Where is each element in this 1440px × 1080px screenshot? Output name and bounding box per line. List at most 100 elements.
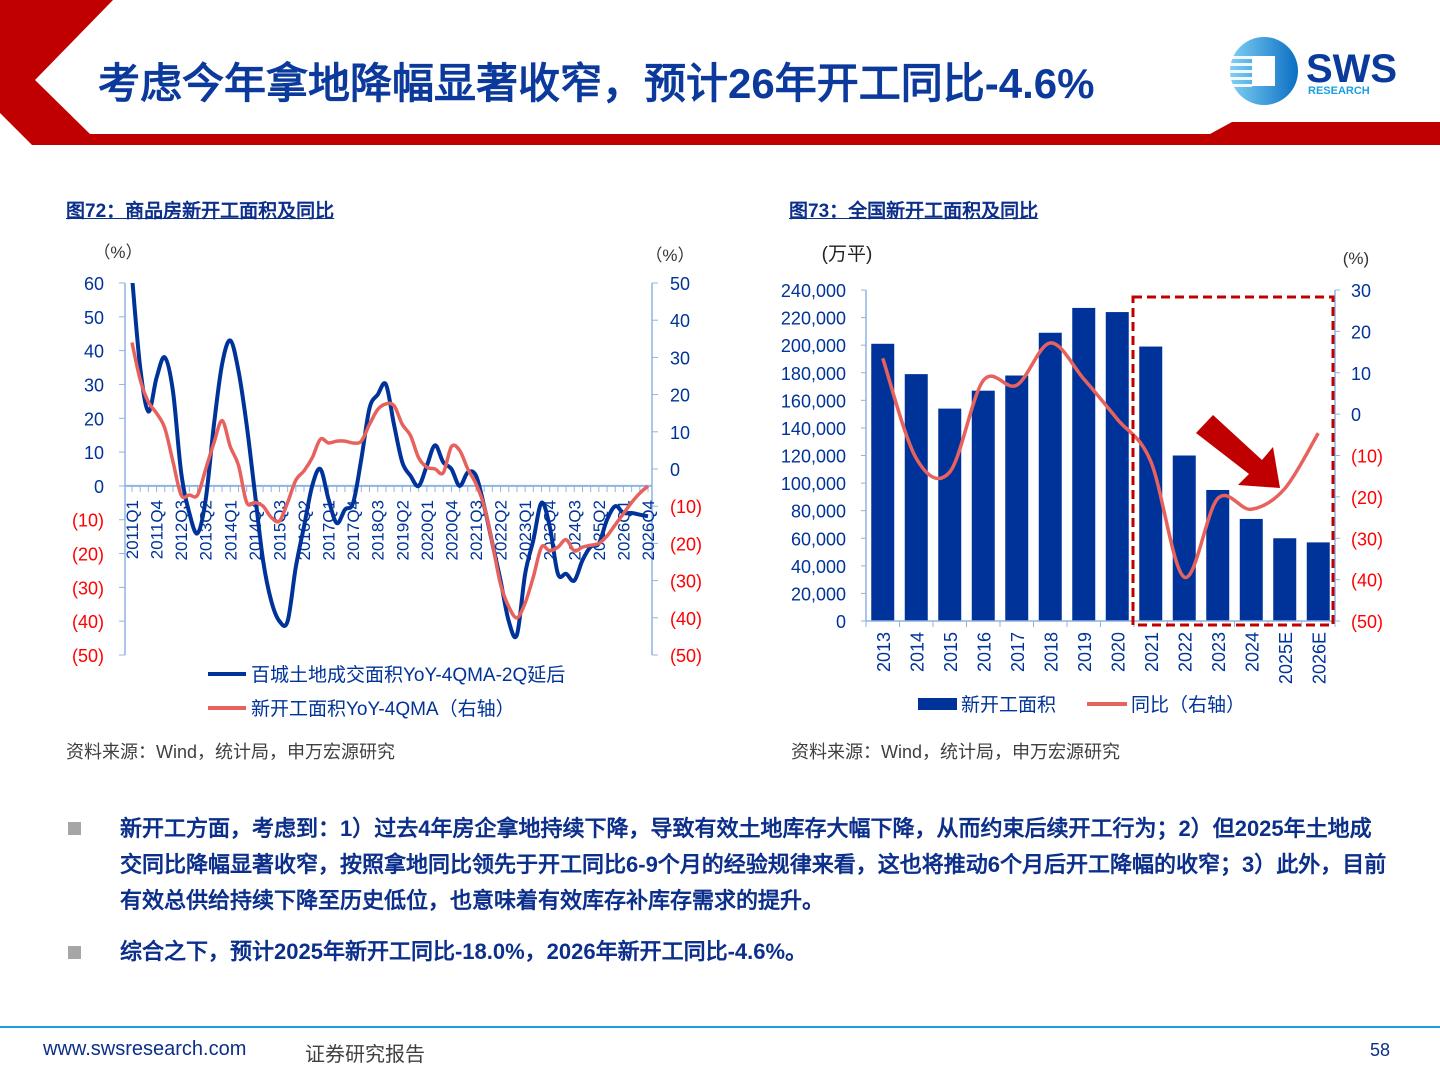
x-tick-label: 2011Q1 (123, 500, 142, 559)
x-tick-label: 2020Q1 (418, 500, 437, 561)
left-axis-unit: （%） (93, 243, 142, 262)
right-tick-label: (20) (670, 534, 702, 554)
right-tick-label: 50 (670, 274, 690, 294)
left-tick-label: 80,000 (791, 502, 846, 522)
bar-2025E (1273, 538, 1297, 621)
right-tick-label: 20 (1351, 322, 1371, 342)
left-tick-label: 240,000 (781, 281, 846, 301)
right-tick-label: 30 (1351, 281, 1371, 301)
figure-72-source: 资料来源：Wind，统计局，申万宏源研究 (66, 742, 396, 762)
left-tick-label: 60,000 (791, 529, 846, 549)
x-category-label: 2015 (941, 632, 961, 672)
x-tick-label: 2012Q3 (172, 500, 191, 561)
bullet-square-icon (68, 822, 81, 835)
x-category-label: 2016 (974, 632, 994, 672)
left-tick-label: 200,000 (781, 336, 846, 356)
x-tick-label: 2011Q4 (148, 500, 167, 559)
bullet-square-icon (68, 946, 81, 959)
x-tick-label: 2025Q2 (590, 500, 609, 561)
right-tick-label: (10) (670, 497, 702, 517)
x-tick-label: 2019Q2 (393, 500, 412, 561)
left-tick-label: 40 (84, 342, 104, 362)
x-tick-label: 2022Q2 (492, 500, 511, 561)
left-tick-label: 140,000 (781, 419, 846, 439)
down-right-arrow-icon (1196, 415, 1280, 488)
right-tick-label: 40 (670, 311, 690, 331)
left-tick-label: 0 (836, 612, 846, 632)
footer-label: 证券研究报告 (305, 1044, 425, 1066)
right-tick-label: 10 (1351, 364, 1371, 384)
bullet-paragraph-2: 综合之下，预计2025年新开工同比-18.0%，2026年新开工同比-4.6%。 (120, 939, 808, 964)
right-tick-label: 10 (670, 423, 690, 443)
legend-label: 新开工面积YoY-4QMA（右轴） (251, 698, 515, 720)
legend-label: 新开工面积 (961, 694, 1056, 716)
left-tick-label: 160,000 (781, 391, 846, 411)
right-tick-label: (10) (1351, 447, 1383, 467)
right-axis-unit: (%) (1343, 249, 1369, 268)
series-line-yoy (881, 341, 1320, 579)
x-category-label: 2025E (1276, 632, 1296, 684)
bar-2022 (1172, 455, 1196, 621)
right-tick-label: 0 (670, 460, 680, 480)
header-banner (0, 0, 1440, 145)
left-tick-label: 10 (84, 443, 104, 463)
bar-2014 (904, 374, 928, 621)
right-tick-label: (40) (1351, 571, 1383, 591)
left-tick-label: 20,000 (791, 584, 846, 604)
x-category-label: 2013 (874, 632, 894, 672)
logo-text: SWS (1306, 47, 1397, 91)
left-tick-label: 40,000 (791, 557, 846, 577)
x-tick-label: 2026Q4 (639, 500, 658, 561)
left-axis-unit: (万平) (822, 244, 873, 265)
x-tick-label: 2018Q3 (369, 500, 388, 561)
left-tick-label: 180,000 (781, 364, 846, 384)
series-line-land-transactions (130, 283, 649, 640)
red-chevron-decoration (0, 0, 1440, 145)
left-tick-label: (50) (72, 646, 104, 666)
highlight-box-forecast (1131, 295, 1335, 627)
x-category-label: 2020 (1108, 632, 1128, 672)
legend-label: 同比（右轴） (1131, 694, 1245, 716)
x-tick-label: 2020Q4 (442, 500, 461, 560)
bar-2023 (1206, 489, 1230, 621)
series-line-new-starts (130, 342, 650, 620)
right-tick-label: (30) (1351, 529, 1383, 549)
sws-logo: SWS RESEARCH (1230, 37, 1397, 105)
left-tick-label: 100,000 (781, 474, 846, 494)
logo-subtext: RESEARCH (1308, 85, 1370, 97)
bullet-paragraph-1: 新开工方面，考虑到：1）过去4年房企拿地持续下降，导致有效土地库存大幅下降，从而… (120, 816, 1387, 913)
right-tick-label: (50) (1351, 612, 1383, 632)
left-tick-label: 30 (84, 375, 104, 395)
left-tick-label: 20 (84, 409, 104, 429)
x-category-label: 2023 (1209, 632, 1229, 672)
left-tick-label: (40) (72, 612, 104, 632)
page-title: 考虑今年拿地降幅显著收窄，预计26年开工同比-4.6% (98, 60, 1095, 107)
right-tick-label: 20 (670, 386, 690, 406)
left-tick-label: 60 (84, 274, 104, 294)
bar-2020 (1105, 312, 1129, 621)
x-category-label: 2017 (1008, 632, 1028, 672)
legend-label: 百城土地成交面积YoY-4QMA-2Q延后 (251, 664, 565, 686)
x-tick-label: 2014Q1 (221, 500, 240, 561)
bar-2013 (871, 343, 895, 621)
figure-72-title: 图72：商品房新开工面积及同比 (66, 201, 335, 222)
legend-swatch-bar (918, 698, 957, 710)
bar-2015 (938, 408, 962, 621)
x-tick-label: 2021Q3 (467, 500, 486, 561)
bar-2019 (1072, 307, 1096, 621)
x-tick-label: 2015Q3 (270, 500, 289, 561)
x-category-label: 2026E (1309, 632, 1329, 684)
left-tick-label: (20) (72, 545, 104, 565)
x-tick-label: 2017Q4 (344, 500, 363, 561)
right-tick-label: (50) (670, 646, 702, 666)
bar-2026E (1306, 542, 1330, 621)
footer-website-link[interactable]: www.swsresearch.com (43, 1038, 247, 1060)
bar-2018 (1038, 332, 1062, 621)
bar-2016 (971, 390, 995, 621)
chart-land-vs-starts: （%） （%） 60 50 40 30 20 10 0 (10) (20) (30) (40) (50) 5… (72, 243, 702, 720)
x-category-label: 2021 (1142, 632, 1162, 672)
left-tick-label: 120,000 (781, 447, 846, 467)
x-category-label: 2024 (1242, 632, 1262, 672)
left-tick-label: 0 (94, 477, 104, 497)
x-category-label: 2022 (1175, 632, 1195, 672)
